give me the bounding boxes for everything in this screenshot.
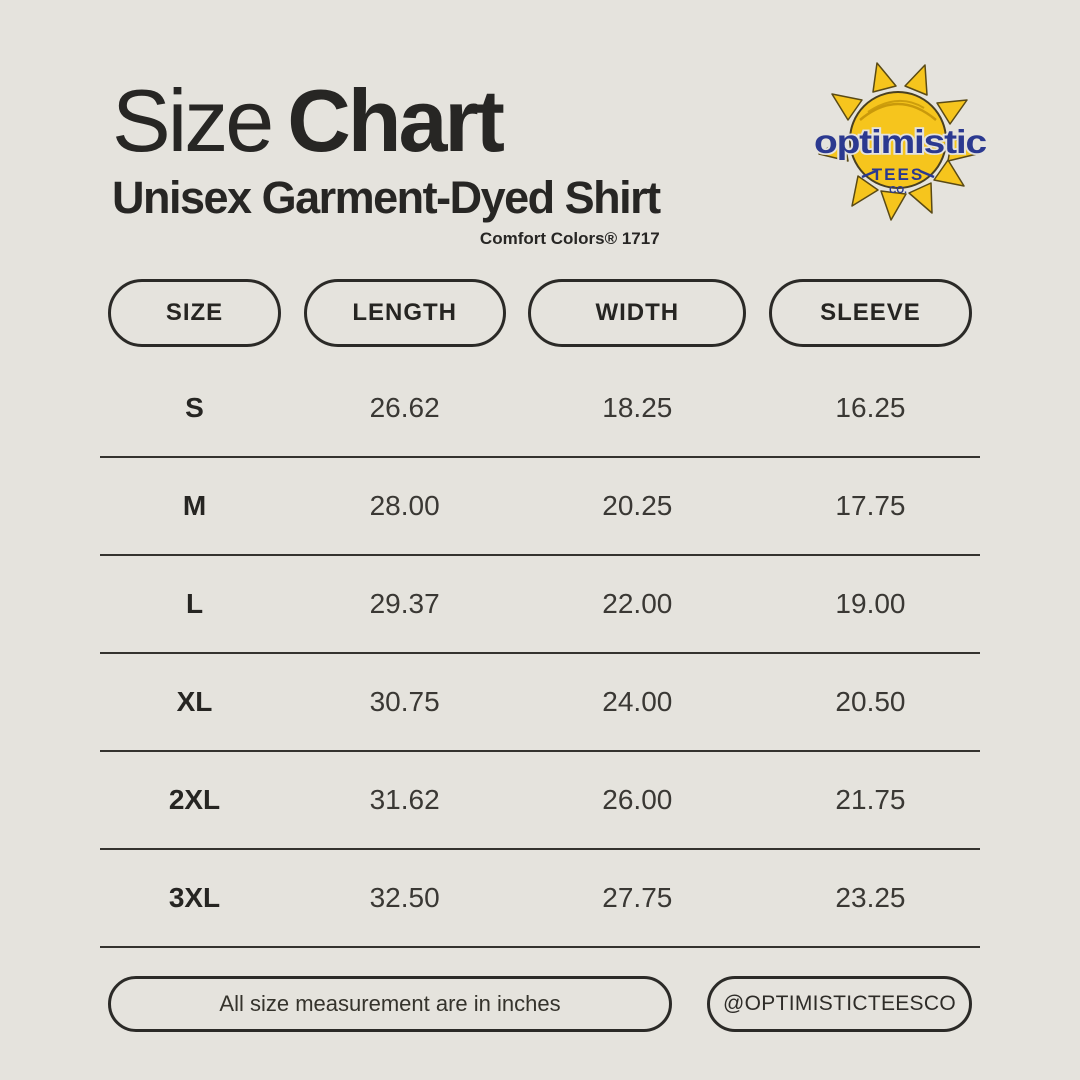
cell-sleeve: 16.25 [835, 392, 906, 423]
logo-dash-right [919, 169, 935, 179]
cell-length: 30.75 [369, 686, 440, 717]
header: Size Chart Unisex Garment-Dyed Shirt Comf… [112, 76, 661, 249]
column-header-length: LENGTH [303, 279, 506, 347]
logo-wordmark: optimistic [814, 123, 987, 160]
page-title-light: Size [112, 71, 274, 170]
table-row: 3XL 32.50 27.75 23.25 [100, 850, 980, 948]
cell-sleeve: 20.50 [835, 686, 906, 717]
table-header-row: SIZE LENGTH WIDTH SLEEVE [100, 279, 980, 347]
cell-width: 18.25 [602, 392, 673, 423]
logo-dash-left [861, 169, 877, 179]
column-header-size: SIZE [108, 279, 281, 347]
social-handle-pill: @OPTIMISTICTEESCO [707, 976, 972, 1032]
sun-disc-icon [849, 91, 947, 189]
cell-width: 20.25 [602, 490, 673, 521]
logo-tees-label: TEES [872, 165, 924, 184]
table-row: L 29.37 22.00 19.00 [100, 556, 980, 654]
product-model-label: Comfort Colors® 1717 [479, 228, 660, 248]
table-row: XL 30.75 24.00 20.50 [100, 654, 980, 752]
units-note-pill: All size measurement are in inches [108, 976, 672, 1032]
page-title: Size Chart [112, 76, 660, 166]
cell-length: 31.62 [369, 784, 440, 815]
table-row: S 26.62 18.25 16.25 [100, 360, 980, 458]
cell-size: L [185, 588, 204, 619]
size-table: SIZE LENGTH WIDTH SLEEVE S 26.62 18.25 1… [100, 279, 980, 948]
cell-sleeve: 23.25 [835, 882, 906, 913]
cell-size: XL [176, 686, 213, 717]
sun-rays-icon [818, 62, 978, 221]
cell-width: 27.75 [602, 882, 673, 913]
cell-width: 26.00 [602, 784, 673, 815]
cell-width: 24.00 [602, 686, 673, 717]
cell-size: M [182, 490, 207, 521]
cell-width: 22.00 [602, 588, 673, 619]
cell-size: 2XL [168, 784, 221, 815]
page-title-bold: Chart [287, 71, 505, 170]
cell-sleeve: 21.75 [835, 784, 906, 815]
logo-co-label: CO. [889, 185, 907, 196]
footer: All size measurement are in inches @OPTI… [100, 976, 980, 1032]
cell-size: 3XL [168, 882, 221, 913]
optimistic-tees-sun-logo: optimistic TEES CO. [812, 62, 989, 221]
table-body: S 26.62 18.25 16.25 M 28.00 20.25 17.75 … [100, 360, 980, 948]
column-header-width: WIDTH [528, 279, 747, 347]
column-header-sleeve: SLEEVE [768, 279, 972, 347]
cell-sleeve: 17.75 [835, 490, 906, 521]
cell-length: 26.62 [369, 392, 440, 423]
table-row: 2XL 31.62 26.00 21.75 [100, 752, 980, 850]
table-row: M 28.00 20.25 17.75 [100, 458, 980, 556]
product-subtitle: Unisex Garment-Dyed Shirt [112, 171, 661, 223]
cell-length: 28.00 [369, 490, 440, 521]
cell-length: 29.37 [369, 588, 440, 619]
cell-length: 32.50 [369, 882, 440, 913]
cell-size: S [185, 392, 204, 423]
cell-sleeve: 19.00 [835, 588, 906, 619]
